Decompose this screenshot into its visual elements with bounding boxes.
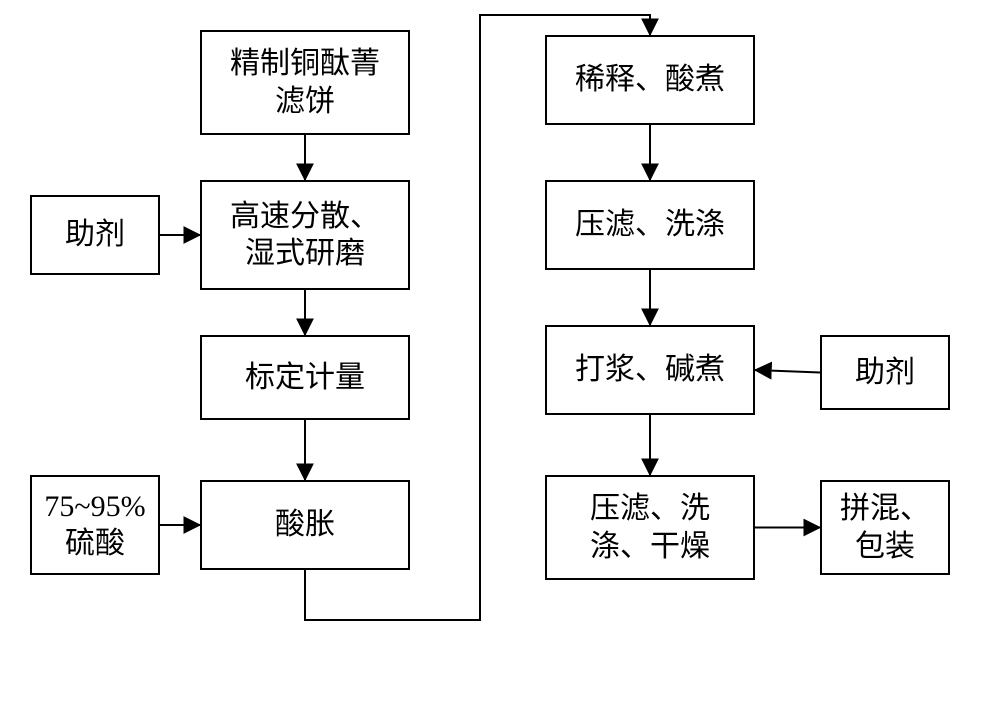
flow-node-label: 酸胀	[275, 506, 335, 544]
flow-node-n2: 助剂	[30, 195, 160, 275]
flow-node-n7: 稀释、酸煮	[545, 35, 755, 125]
flow-node-n9: 打浆、碱煮	[545, 325, 755, 415]
flow-node-n8: 压滤、洗涤	[545, 180, 755, 270]
flow-node-label: 75~95% 硫酸	[44, 488, 145, 563]
flow-node-n1: 精制铜酞菁 滤饼	[200, 30, 410, 135]
flow-node-label: 助剂	[855, 354, 915, 392]
flow-node-n10: 助剂	[820, 335, 950, 410]
flow-node-n11: 压滤、洗 涤、干燥	[545, 475, 755, 580]
flow-node-n12: 拼混、 包装	[820, 480, 950, 575]
flow-node-label: 高速分散、 湿式研磨	[230, 198, 380, 273]
flow-node-n6: 酸胀	[200, 480, 410, 570]
flow-node-n5: 75~95% 硫酸	[30, 475, 160, 575]
flow-node-label: 打浆、碱煮	[575, 351, 725, 389]
flow-node-n4: 标定计量	[200, 335, 410, 420]
flow-node-label: 精制铜酞菁 滤饼	[230, 45, 380, 120]
flow-node-label: 压滤、洗 涤、干燥	[590, 490, 710, 565]
flow-node-n3: 高速分散、 湿式研磨	[200, 180, 410, 290]
flow-node-label: 稀释、酸煮	[575, 61, 725, 99]
flow-node-label: 拼混、 包装	[840, 490, 930, 565]
flow-edge	[755, 370, 820, 373]
flow-node-label: 助剂	[65, 216, 125, 254]
flow-node-label: 标定计量	[245, 359, 365, 397]
flow-node-label: 压滤、洗涤	[575, 206, 725, 244]
